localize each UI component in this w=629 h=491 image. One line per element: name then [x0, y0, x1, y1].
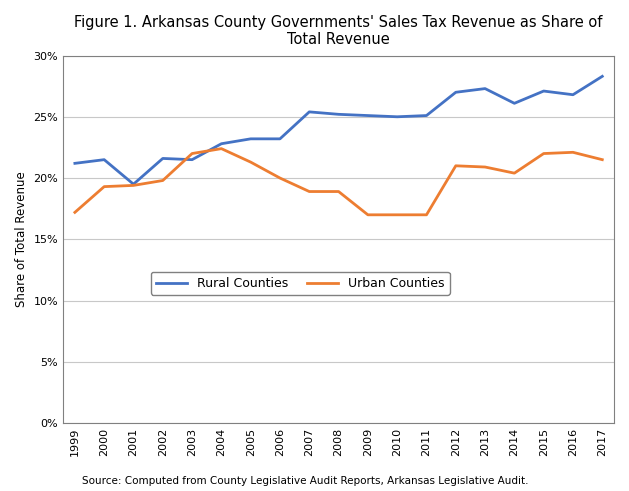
Legend: Rural Counties, Urban Counties: Rural Counties, Urban Counties — [150, 272, 450, 295]
Line: Rural Counties: Rural Counties — [75, 76, 603, 184]
Rural Counties — [276, 136, 284, 142]
Rural Counties — [247, 136, 255, 142]
Urban Counties — [364, 212, 372, 218]
Rural Counties — [218, 141, 225, 147]
Urban Counties — [276, 175, 284, 181]
Urban Counties — [423, 212, 430, 218]
Rural Counties — [599, 73, 606, 79]
Rural Counties — [71, 161, 79, 166]
Rural Counties — [452, 89, 460, 95]
Urban Counties — [599, 157, 606, 163]
Rural Counties — [130, 181, 137, 187]
Y-axis label: Share of Total Revenue: Share of Total Revenue — [15, 171, 28, 307]
Rural Counties — [188, 157, 196, 163]
Urban Counties — [481, 164, 489, 170]
Urban Counties — [569, 149, 577, 155]
Title: Figure 1. Arkansas County Governments' Sales Tax Revenue as Share of
Total Reven: Figure 1. Arkansas County Governments' S… — [74, 15, 603, 48]
Urban Counties — [218, 146, 225, 152]
Rural Counties — [364, 112, 372, 118]
Urban Counties — [159, 178, 167, 184]
Text: Source: Computed from County Legislative Audit Reports, Arkansas Legislative Aud: Source: Computed from County Legislative… — [82, 476, 528, 486]
Urban Counties — [306, 189, 313, 194]
Urban Counties — [335, 189, 342, 194]
Urban Counties — [540, 151, 547, 157]
Urban Counties — [188, 151, 196, 157]
Urban Counties — [71, 210, 79, 216]
Urban Counties — [101, 184, 108, 190]
Rural Counties — [159, 156, 167, 162]
Rural Counties — [335, 111, 342, 117]
Rural Counties — [393, 114, 401, 120]
Rural Counties — [540, 88, 547, 94]
Rural Counties — [481, 85, 489, 91]
Rural Counties — [511, 100, 518, 106]
Rural Counties — [306, 109, 313, 115]
Urban Counties — [247, 159, 255, 165]
Rural Counties — [423, 112, 430, 118]
Urban Counties — [393, 212, 401, 218]
Rural Counties — [569, 92, 577, 98]
Urban Counties — [452, 163, 460, 169]
Urban Counties — [130, 183, 137, 189]
Line: Urban Counties: Urban Counties — [75, 149, 603, 215]
Rural Counties — [101, 157, 108, 163]
Urban Counties — [511, 170, 518, 176]
